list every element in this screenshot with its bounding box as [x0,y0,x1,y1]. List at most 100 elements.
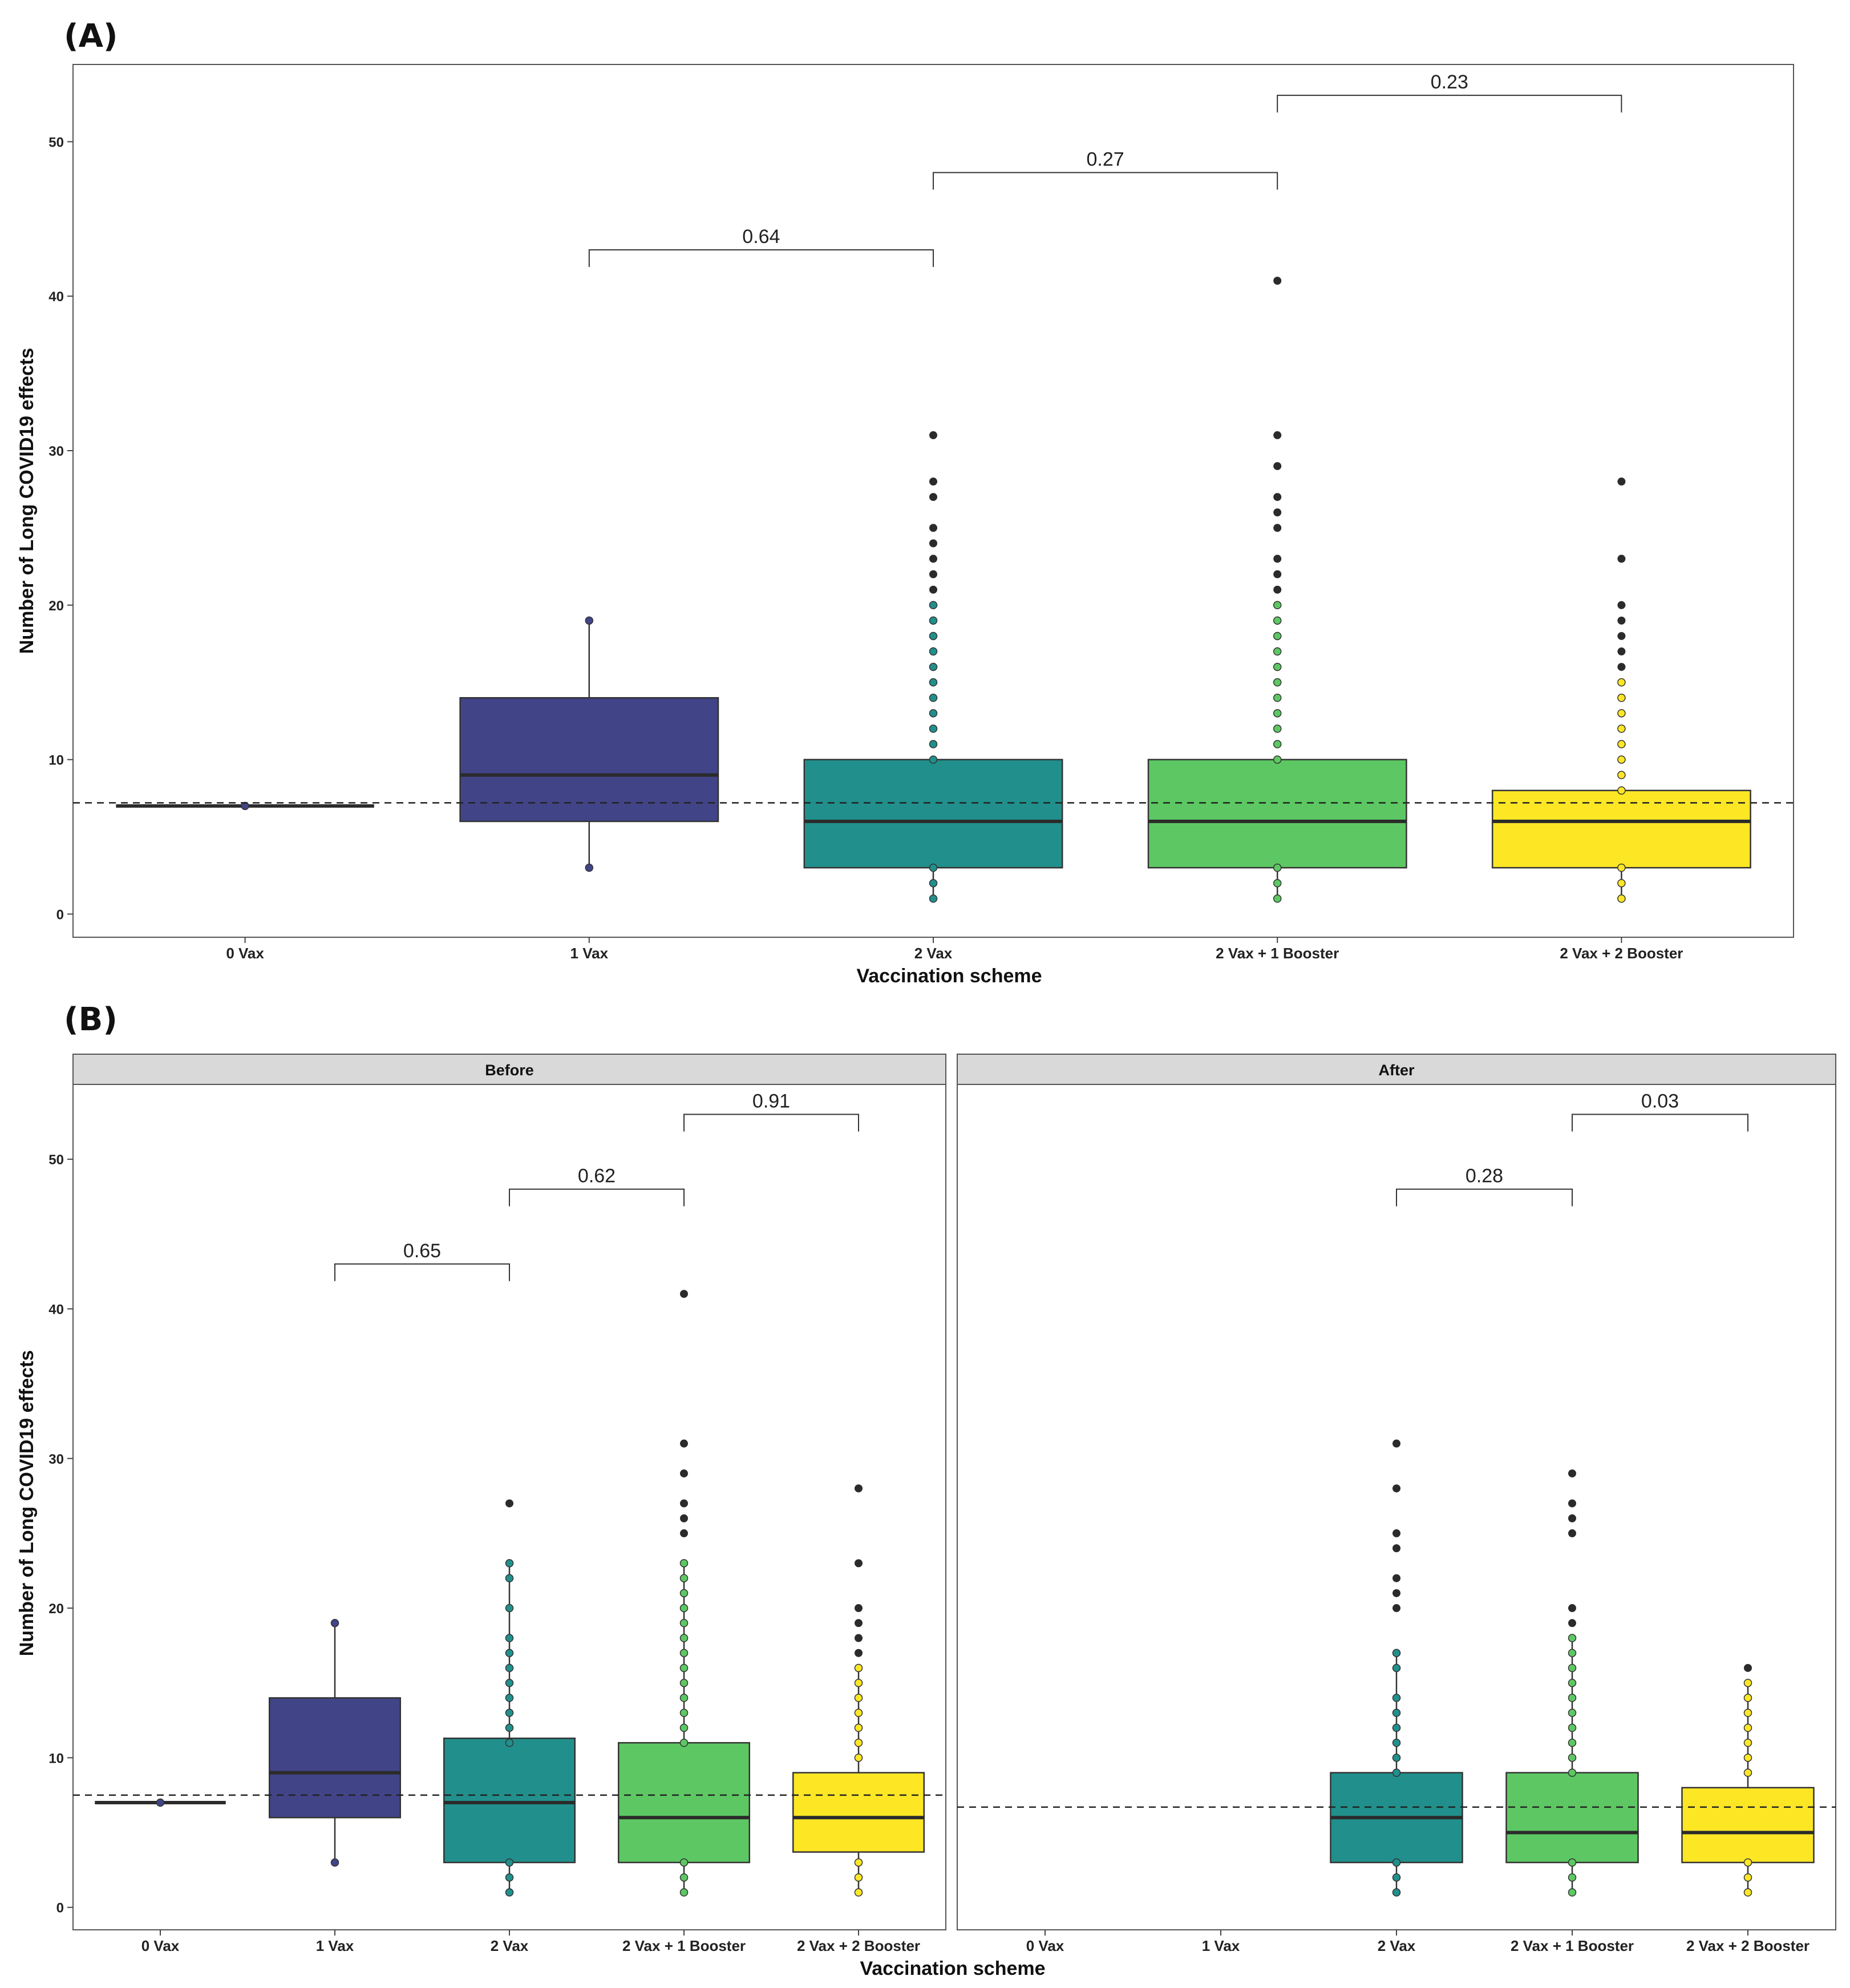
data-point [505,1873,514,1882]
data-point [1273,631,1282,641]
outlier-point [855,1634,863,1642]
data-point [854,1888,863,1897]
data-point [679,1888,689,1897]
data-point [1273,694,1282,702]
p-value-bracket: 0.28 [1396,1165,1573,1206]
data-point [679,1678,689,1687]
outlier-point [1568,1604,1576,1613]
data-point [1568,1649,1577,1657]
data-point [1568,1768,1577,1777]
data-point [1617,724,1626,733]
data-point [1568,1873,1577,1882]
y-tick-label: 50 [48,1152,64,1168]
data-point [1392,1649,1401,1657]
box-body [1491,789,1751,869]
data-point [1273,724,1282,733]
outlier-point [1617,477,1626,486]
box-body [618,1742,750,1864]
data-point [505,1604,514,1613]
outlier-point [1568,1529,1576,1537]
p-value-label: 0.65 [403,1240,441,1262]
x-tick-label: 0 Vax [141,1937,180,1954]
box-2-vax-2-booster [1681,1663,1815,1897]
data-point [1743,1708,1752,1717]
y-tick-label: 10 [48,1751,64,1766]
data-point [1617,755,1626,764]
p-value-bracket: 0.65 [334,1240,510,1281]
p-value-bracket: 0.03 [1572,1090,1748,1132]
outlier-point [505,1499,513,1508]
strip-after [957,1054,1836,1085]
outlier-point [1273,462,1282,471]
data-point [1273,709,1282,718]
data-point [1617,694,1626,702]
data-point [1617,771,1626,779]
box-1-vax [269,1619,401,1867]
data-point [1568,1678,1577,1687]
outlier-point [1568,1469,1576,1477]
p-value-bracket: 0.62 [509,1165,685,1206]
data-point [1743,1678,1752,1687]
outlier-point [1617,647,1626,656]
data-point [1617,740,1626,748]
box-0-vax [95,1798,226,1807]
panel-a-label: (A) [64,18,118,55]
outlier-point [855,1484,863,1493]
data-point [1392,1888,1401,1897]
outlier-point [1392,1529,1400,1537]
data-point [929,616,938,625]
data-point [1273,601,1282,610]
data-point [1568,1888,1577,1897]
y-tick-label: 0 [56,907,64,922]
x-tick-label: 2 Vax + 2 Booster [1560,945,1683,962]
data-point [679,1589,689,1598]
bracket-line [683,1114,859,1132]
data-point [505,1723,514,1732]
outlier-point [1273,570,1282,578]
outlier-point [929,493,937,501]
outlier-point [1273,524,1282,532]
box-2-vax-1-booster [1147,277,1407,903]
data-point [1273,894,1282,903]
data-point [585,616,594,625]
data-point [679,1738,689,1747]
data-point [854,1678,863,1687]
data-point [1743,1723,1752,1732]
p-value-label: 0.91 [752,1090,790,1112]
data-point [679,1649,689,1657]
bracket-line [933,172,1278,190]
box-body [459,697,719,823]
outlier-point [855,1619,863,1627]
outlier-point [680,1439,688,1448]
panel-a-ticks: 0 10 20 30 40 50 [48,135,73,922]
outlier-point [1392,1484,1400,1493]
p-value-label: 0.62 [578,1165,616,1187]
data-point [854,1738,863,1747]
outlier-point [1617,616,1626,625]
data-point [929,694,938,702]
x-tick-label: 2 Vax [914,945,953,962]
x-tick-label: 2 Vax + 1 Booster [1216,945,1339,962]
data-point [1617,878,1626,888]
x-tick-label: 1 Vax [1202,1937,1240,1954]
data-point [679,1708,689,1717]
data-point [679,1858,689,1867]
data-point [1617,709,1626,718]
bracket-line [334,1263,510,1281]
data-point [1392,1768,1401,1777]
data-point [1568,1738,1577,1747]
strip-before [72,1054,946,1085]
data-point [679,1559,689,1568]
p-value-label: 0.03 [1641,1090,1679,1112]
outlier-point [1273,585,1282,594]
outlier-point [1392,1439,1400,1448]
outlier-point [1273,431,1282,439]
y-tick-label: 20 [48,598,64,614]
outlier-point [1617,631,1626,640]
outlier-point [680,1290,688,1298]
data-point [854,1873,863,1882]
data-point [505,1574,514,1582]
data-point [1743,1754,1752,1762]
data-point [1743,1858,1752,1867]
data-point [1568,1754,1577,1762]
